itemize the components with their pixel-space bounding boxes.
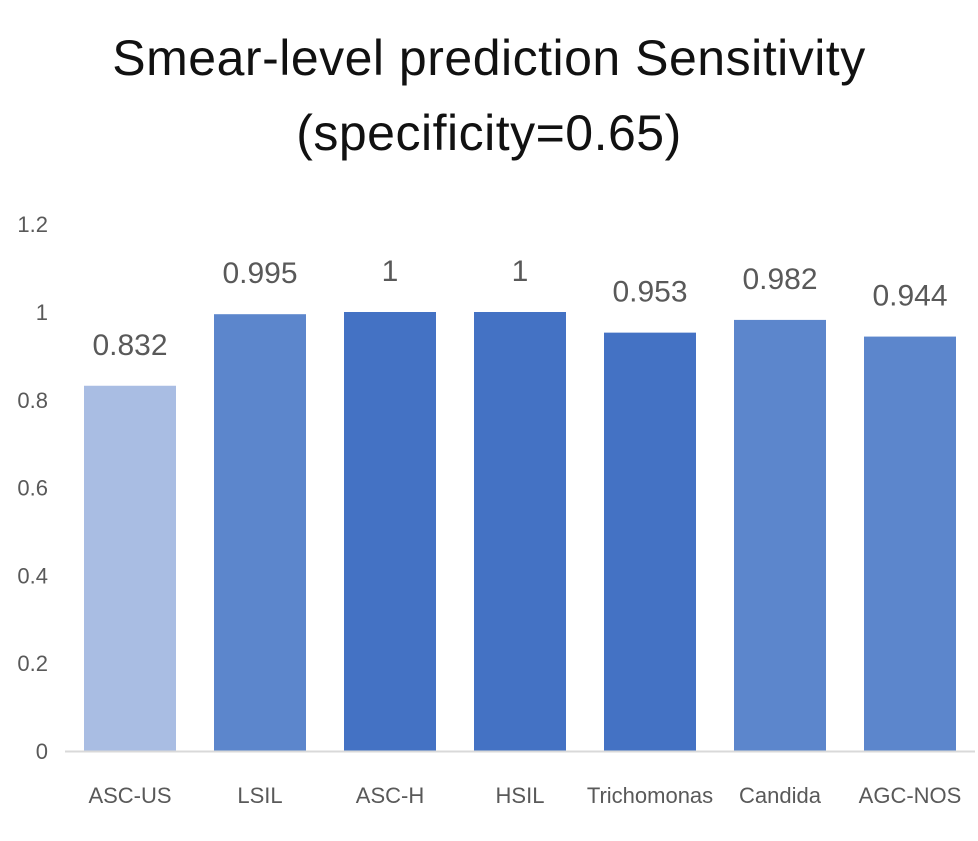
x-axis-tick-labels: ASC-US LSIL ASC-H HSIL Trichomonas Candida AGC… bbox=[88, 783, 961, 808]
y-axis-tick-labels: 0 0.2 0.4 0.6 0.8 1 1.2 bbox=[17, 212, 48, 764]
x-tick-label: AGC-NOS bbox=[859, 783, 962, 808]
x-tick-label: Candida bbox=[739, 783, 822, 808]
y-tick-label: 1.2 bbox=[17, 212, 48, 237]
x-tick-label: Trichomonas bbox=[587, 783, 713, 808]
bar bbox=[344, 312, 436, 751]
bars bbox=[84, 312, 956, 751]
data-labels: 0.832 0.995 1 1 0.953 0.982 0.944 bbox=[92, 255, 947, 362]
y-tick-label: 0.4 bbox=[17, 563, 48, 588]
data-label: 0.953 bbox=[612, 276, 687, 309]
chart-title: Smear-level prediction Sensitivity bbox=[112, 30, 866, 86]
y-tick-label: 0.2 bbox=[17, 651, 48, 676]
y-tick-label: 0.8 bbox=[17, 388, 48, 413]
y-tick-label: 0 bbox=[36, 739, 48, 764]
bar bbox=[604, 332, 696, 751]
x-tick-label: LSIL bbox=[237, 783, 282, 808]
bar bbox=[474, 312, 566, 751]
chart-subtitle: (specificity=0.65) bbox=[296, 105, 682, 161]
data-label: 0.982 bbox=[742, 263, 817, 296]
bar bbox=[214, 314, 306, 751]
data-label: 0.995 bbox=[222, 257, 297, 290]
bar bbox=[84, 385, 176, 751]
data-label: 1 bbox=[382, 255, 399, 288]
data-label: 1 bbox=[512, 255, 529, 288]
x-tick-label: HSIL bbox=[496, 783, 545, 808]
y-tick-label: 0.6 bbox=[17, 476, 48, 501]
x-tick-label: ASC-US bbox=[88, 783, 171, 808]
x-tick-label: ASC-H bbox=[356, 783, 424, 808]
data-label: 0.832 bbox=[92, 329, 167, 362]
data-label: 0.944 bbox=[872, 280, 947, 313]
bar bbox=[734, 319, 826, 751]
y-tick-label: 1 bbox=[36, 300, 48, 325]
bar bbox=[864, 336, 956, 751]
